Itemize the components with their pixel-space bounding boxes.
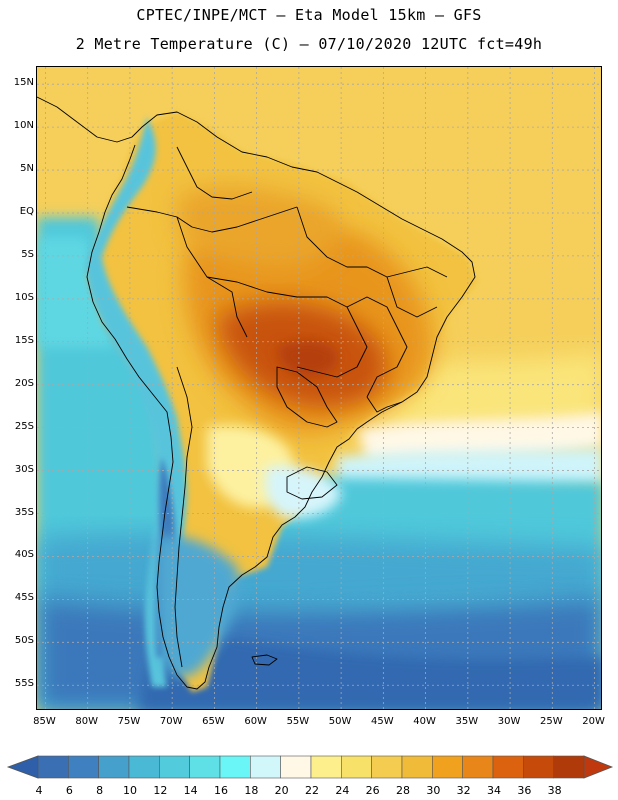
border-paraguay [276, 366, 338, 428]
latitude-tick-label: 40S [14, 549, 34, 561]
colorbar-swatch [250, 755, 281, 779]
coastline [37, 96, 476, 690]
latitude-tick-label: 10S [14, 291, 34, 303]
longitude-tick-label: 45W [371, 716, 394, 727]
colorbar-swatch [462, 755, 494, 779]
longitude-tick-label: 85W [33, 716, 56, 727]
latitude-tick-label: 35S [14, 506, 34, 518]
border-brazil-states-3 [386, 276, 438, 318]
latitude-tick-label: 20S [14, 377, 34, 389]
colorbar-swatch [371, 755, 403, 779]
colorbar-high-arrow [583, 755, 614, 779]
temperature-map [36, 66, 602, 710]
colorbar-label: 6 [66, 784, 73, 797]
map-canvas [37, 67, 601, 709]
border-bolivia [206, 276, 368, 378]
map-title: CPTEC/INPE/MCT – Eta Model 15km – GFS [136, 6, 482, 24]
colorbar-swatch [98, 755, 130, 779]
map-subtitle: 2 Metre Temperature (C) – 07/10/2020 12U… [75, 35, 543, 53]
latitude-tick-label: 50S [14, 635, 34, 647]
colorbar-swatch [523, 755, 554, 779]
longitude-tick-label: 80W [75, 716, 98, 727]
colorbar-swatch [280, 755, 312, 779]
coastline-borders [37, 96, 476, 690]
longitude-tick-label: 55W [286, 716, 310, 727]
longitude-tick-label: 35W [455, 716, 479, 727]
colorbar-swatch [310, 755, 342, 779]
colorbar-label: 10 [123, 784, 137, 797]
latitude-tick-label: EQ [19, 205, 34, 217]
latitude-tick-label: 25S [14, 420, 34, 432]
colorbar-label: 28 [396, 784, 410, 797]
longitude-tick-label: 40W [413, 716, 436, 727]
colorbar-label: 22 [305, 784, 319, 797]
colorbar-label: 20 [275, 784, 289, 797]
colorbar-label: 8 [96, 784, 103, 797]
border-amazon-north [126, 206, 298, 233]
colorbar-label: 30 [426, 784, 440, 797]
colorbar-swatch [432, 755, 463, 779]
longitude-tick-label: 25W [540, 716, 563, 727]
pacific-cyan-band [37, 237, 117, 347]
longitude-tick-label: 30W [497, 716, 521, 727]
colorbar-swatch [159, 755, 190, 779]
longitude-tick-label: 65W [202, 716, 225, 727]
border-colombia-venezuela [176, 146, 253, 200]
temperature-colorbar: 4 6 8 10 12 14 16 18 20 22 24 26 28 30 32 34 36 38 [6, 755, 614, 797]
colorbar-label: 36 [517, 784, 531, 797]
colorbar-label: 16 [214, 784, 228, 797]
colorbar-label: 38 [548, 784, 562, 797]
map-graticule [37, 67, 601, 709]
latitude-tick-label: 5S [21, 248, 34, 260]
colorbar-label: 26 [366, 784, 380, 797]
colorbar-label: 34 [487, 784, 501, 797]
border-brazil-states-4 [366, 396, 403, 413]
uruguay-cool-zone [265, 465, 342, 519]
colorbar-swatch [68, 755, 99, 779]
border-chile-argentina [174, 366, 193, 668]
colorbar-label: 12 [153, 784, 167, 797]
border-uruguay [286, 466, 338, 500]
southern-blue-band [37, 532, 601, 613]
latitude-tick-label: 45S [14, 592, 34, 604]
colorbar-swatch [341, 755, 372, 779]
border-peru-brazil [176, 216, 248, 338]
falkland-islands [251, 654, 278, 666]
peak-heat-spot [277, 340, 338, 377]
border-brazil-states-1 [346, 296, 408, 398]
latitude-tick-label: 10N [13, 120, 34, 132]
longitude-tick-label: 70W [159, 716, 183, 727]
latitude-tick-label: 15S [14, 334, 34, 346]
colorbar-low-arrow [6, 755, 39, 779]
colorbar-swatch [37, 755, 69, 779]
colorbar-swatch [219, 755, 251, 779]
colorbar-swatch [189, 755, 221, 779]
longitude-tick-label: 60W [244, 716, 267, 727]
longitude-tick-label: 75W [117, 716, 141, 727]
colorbar-swatch [128, 755, 160, 779]
latitude-tick-label: 55S [14, 678, 34, 690]
colorbar-label: 14 [184, 784, 198, 797]
longitude-tick-label: 20W [582, 716, 605, 727]
latitude-tick-label: 30S [14, 463, 34, 475]
colorbar-label: 18 [244, 784, 258, 797]
far-south-ocean [137, 627, 601, 709]
latitude-tick-label: 5N [20, 163, 34, 175]
colorbar-swatch [401, 755, 433, 779]
longitude-tick-label: 50W [328, 716, 352, 727]
colorbar-label: 4 [36, 784, 43, 797]
colorbar-swatch [492, 755, 524, 779]
border-brazil-states-2 [296, 206, 448, 278]
colorbar-label: 24 [335, 784, 349, 797]
colorbar-label: 32 [457, 784, 471, 797]
colorbar-swatch [553, 755, 585, 779]
latitude-tick-label: 15N [13, 77, 34, 89]
